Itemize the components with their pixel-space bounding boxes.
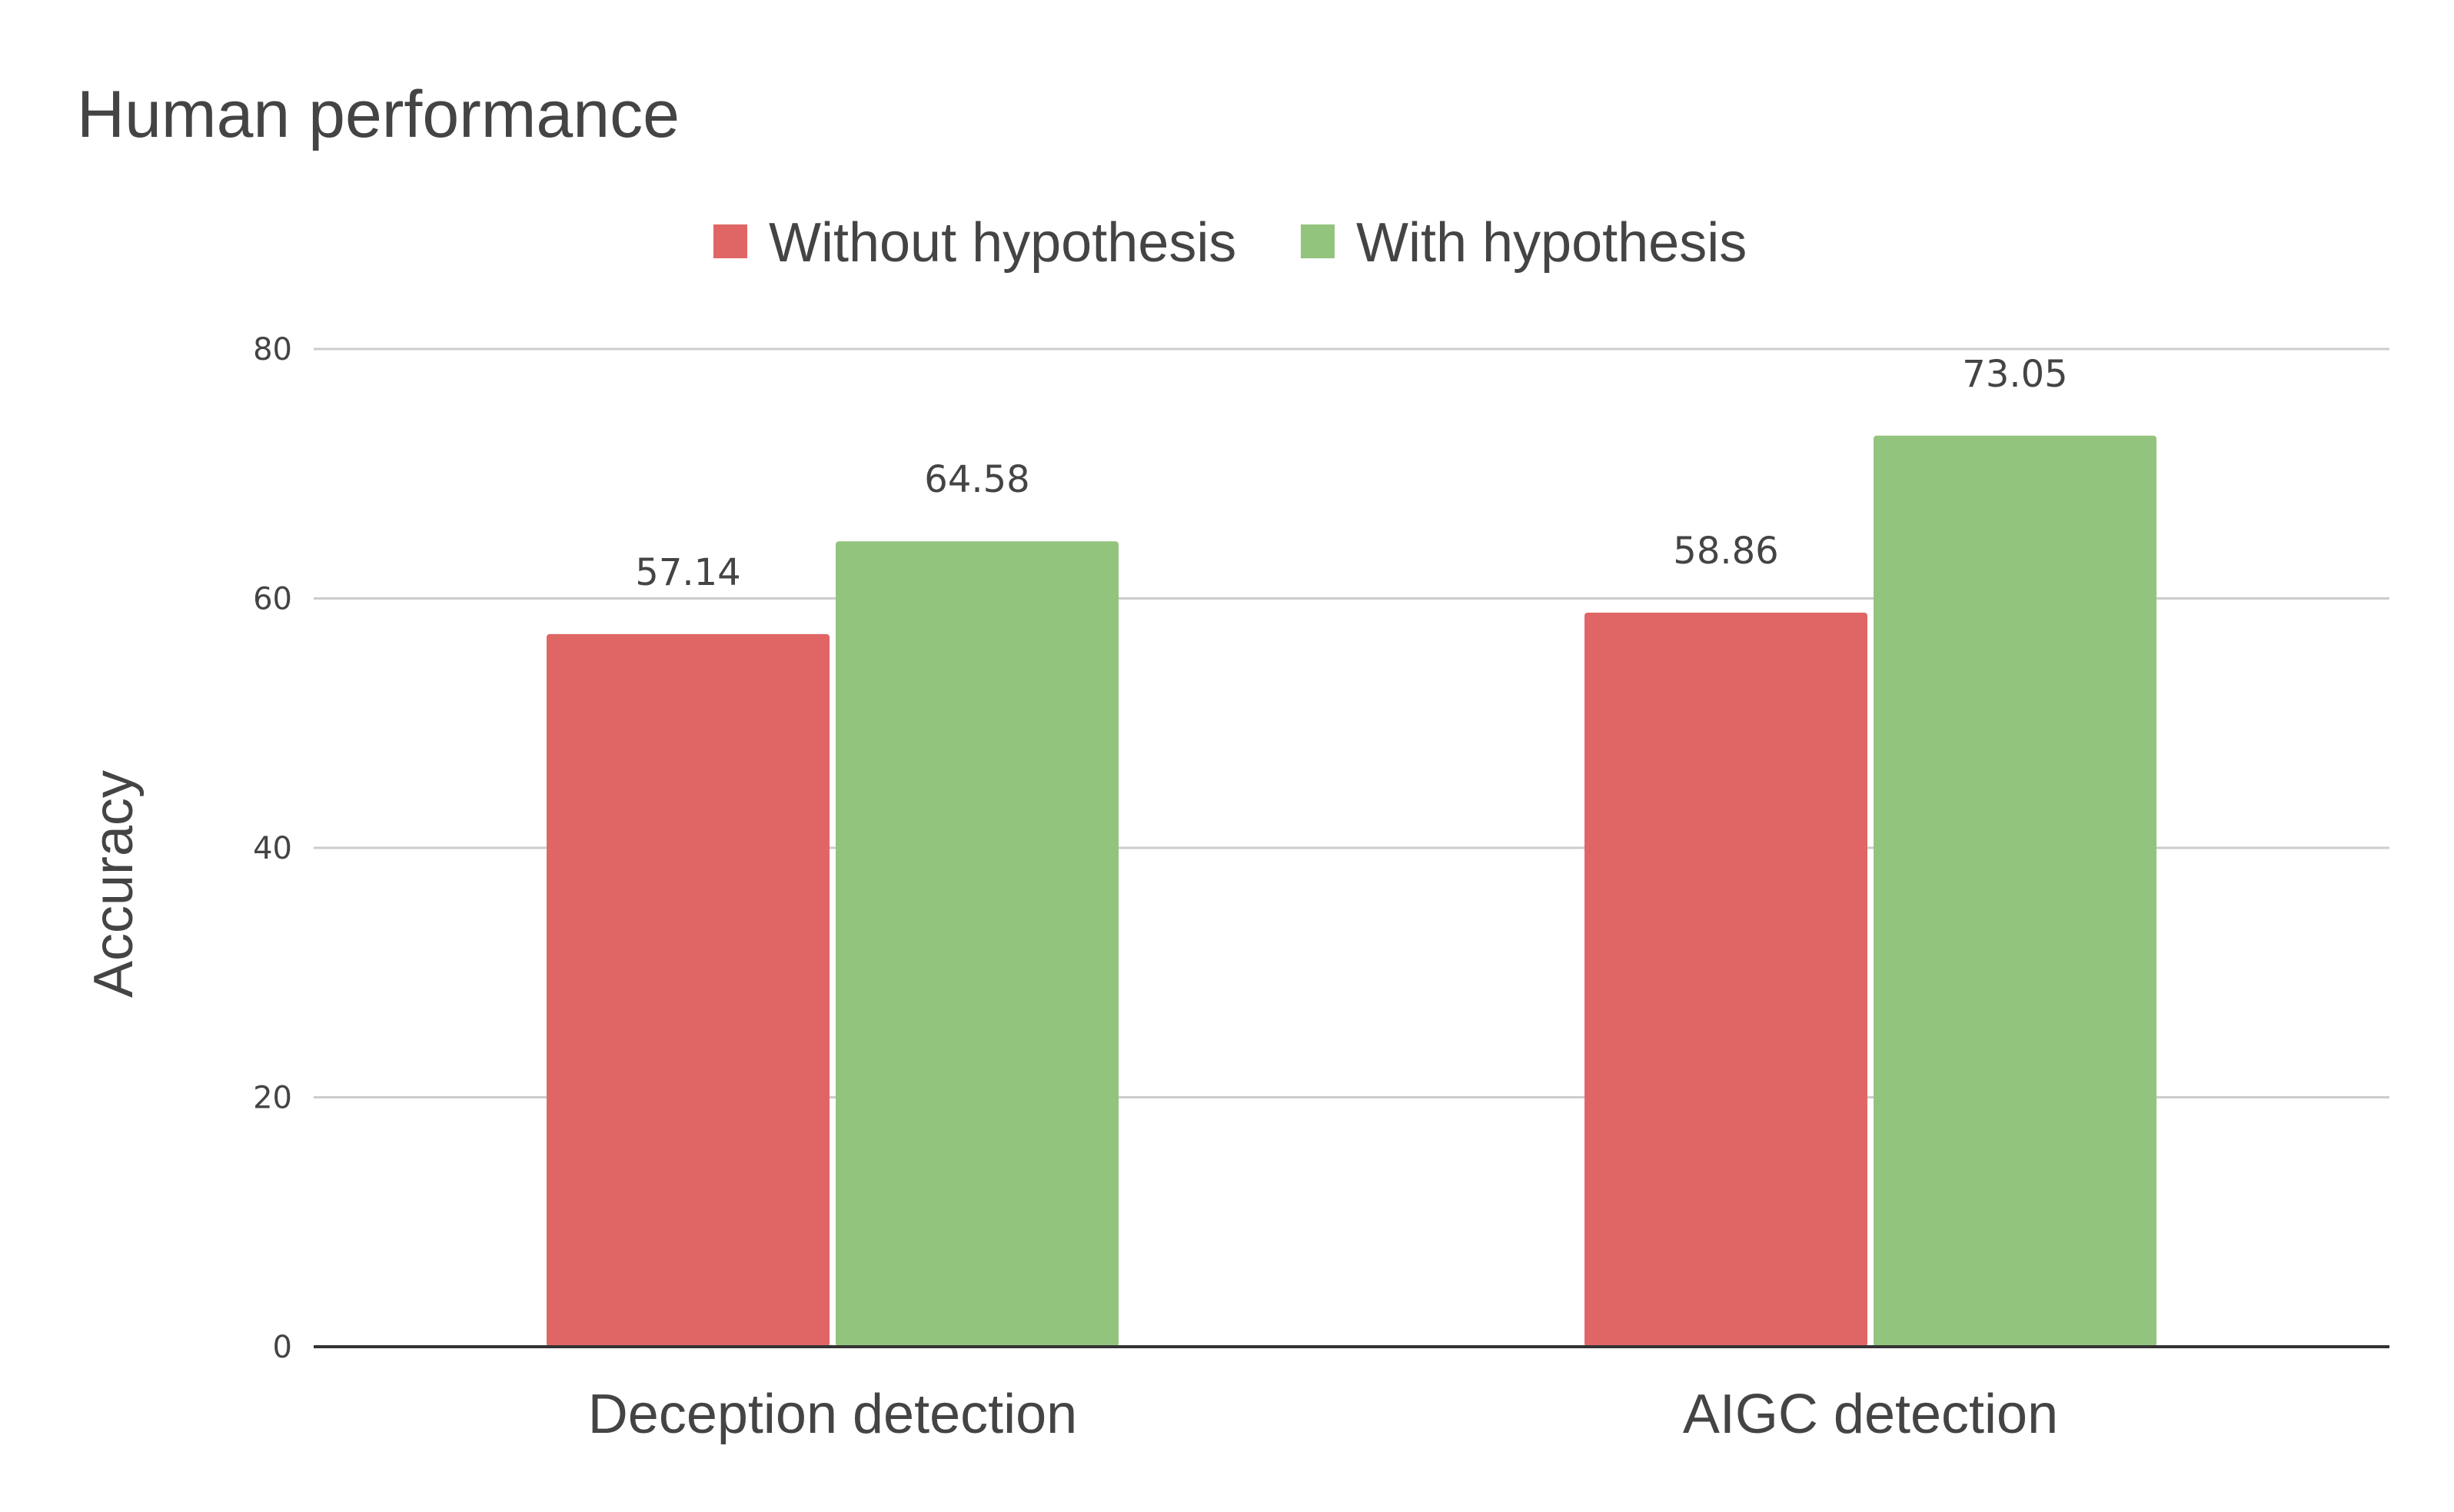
bar-without-hypothesis-aigc-detection <box>1584 612 1867 1347</box>
y-tick-label-40: 40 <box>253 831 292 866</box>
y-axis-title: Accuracy <box>83 770 145 998</box>
data-label-without-hypothesis-aigc-detection: 58.86 <box>1673 530 1778 573</box>
bars <box>547 435 2156 1348</box>
bar-without-hypothesis-deception-detection <box>547 633 830 1347</box>
legend-swatch-with-hypothesis <box>1301 224 1335 258</box>
x-axis-categories: Deception detection AIGC detection <box>588 1384 2058 1445</box>
legend-swatch-without-hypothesis <box>713 224 747 258</box>
legend: Without hypothesis With hypothesis <box>713 212 1747 274</box>
y-tick-label-20: 20 <box>253 1081 292 1116</box>
bar-with-hypothesis-deception-detection <box>836 541 1119 1348</box>
y-tick-label-0: 0 <box>273 1330 292 1365</box>
x-category-label-aigc-detection: AIGC detection <box>1683 1384 2058 1445</box>
chart-title: Human performance <box>77 78 680 151</box>
data-label-with-hypothesis-deception-detection: 64.58 <box>924 458 1029 501</box>
legend-label-with-hypothesis: With hypothesis <box>1356 212 1747 274</box>
data-label-without-hypothesis-deception-detection: 57.14 <box>635 551 740 594</box>
bar-with-hypothesis-aigc-detection <box>1874 435 2156 1348</box>
y-tick-label-60: 60 <box>253 582 292 617</box>
data-labels: 57.14 64.58 58.86 73.05 <box>635 353 2067 594</box>
y-axis-ticks: 0 20 40 60 80 <box>253 332 292 1365</box>
y-tick-label-80: 80 <box>253 332 292 367</box>
x-category-label-deception-detection: Deception detection <box>588 1384 1077 1445</box>
data-label-with-hypothesis-aigc-detection: 73.05 <box>1962 353 2067 396</box>
legend-label-without-hypothesis: Without hypothesis <box>769 212 1236 274</box>
